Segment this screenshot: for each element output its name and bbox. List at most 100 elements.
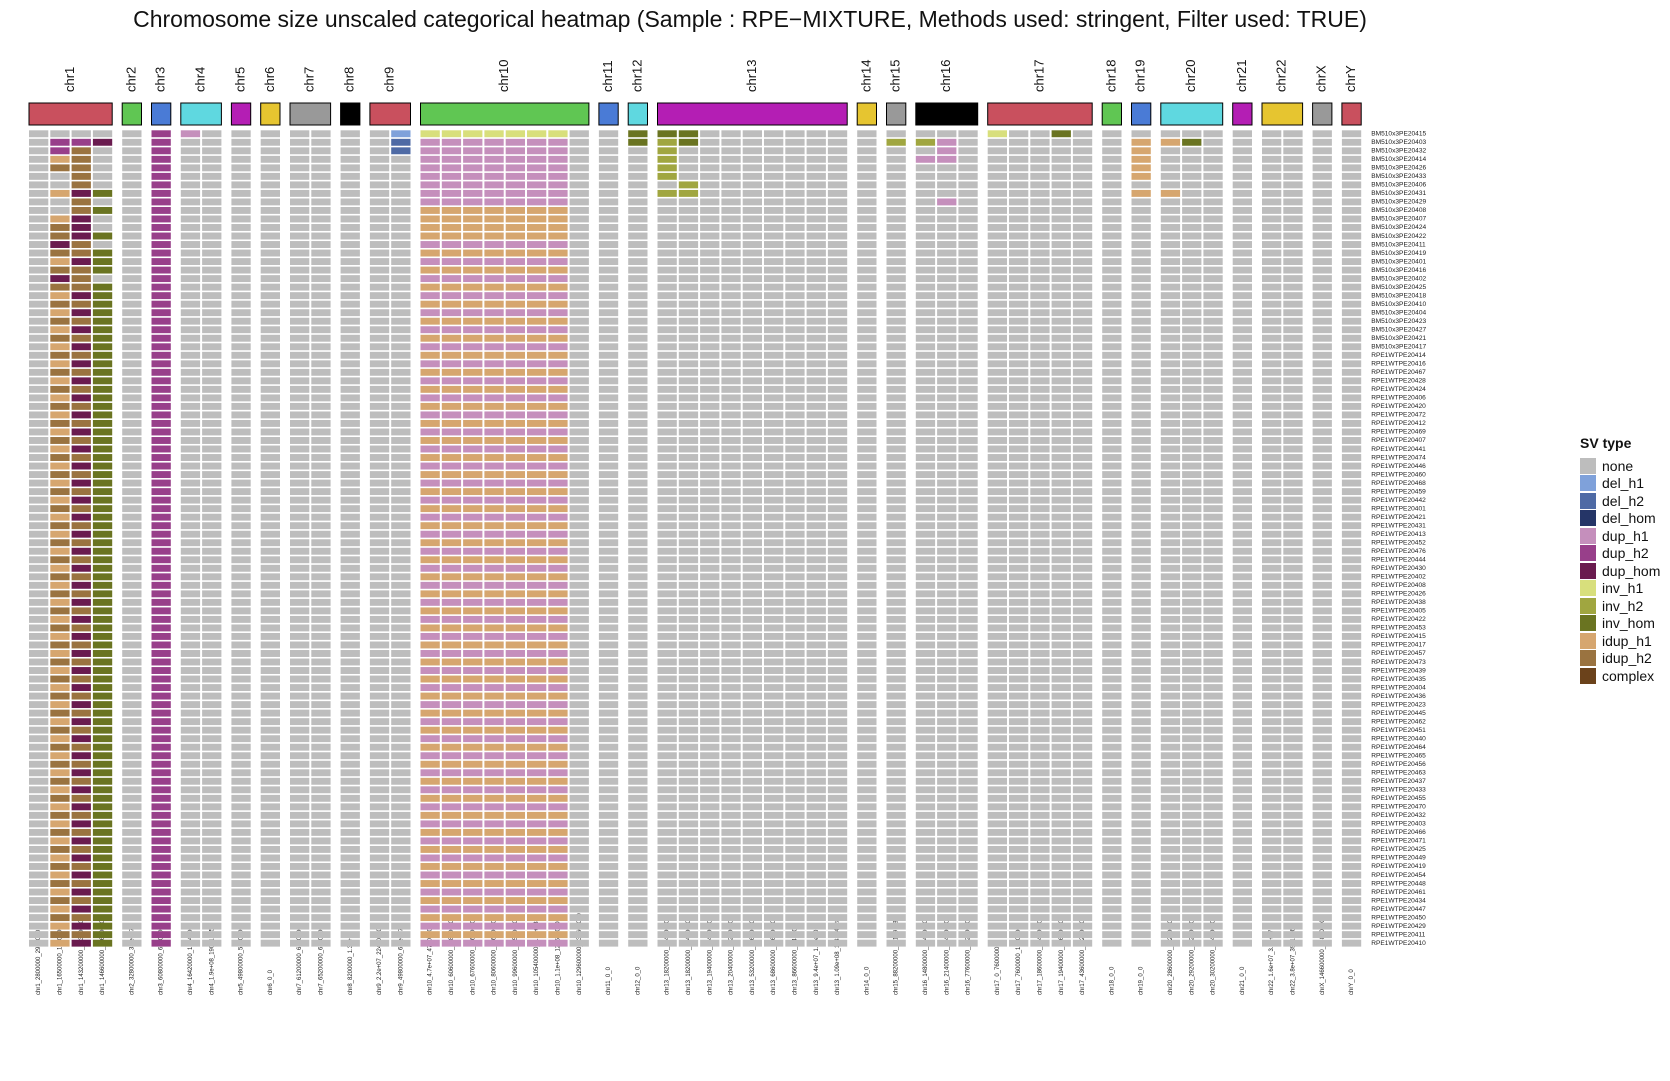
heatmap-cell xyxy=(1030,530,1050,538)
heatmap-cell xyxy=(628,513,648,521)
heatmap-cell xyxy=(420,556,440,564)
heatmap-cell xyxy=(484,598,504,606)
heatmap-cell xyxy=(29,241,49,248)
heatmap-cell xyxy=(527,130,547,138)
heatmap-cell xyxy=(122,743,142,751)
heatmap-cell xyxy=(937,539,957,547)
heatmap-cell xyxy=(700,667,720,674)
heatmap-cell xyxy=(1262,300,1282,308)
heatmap-cell xyxy=(441,402,462,410)
heatmap-cell xyxy=(958,437,978,444)
heatmap-cell xyxy=(1262,402,1282,410)
heatmap-cell xyxy=(260,658,280,666)
heatmap-cell xyxy=(1030,675,1050,683)
heatmap-cell xyxy=(598,258,619,266)
heatmap-cell xyxy=(1009,837,1029,845)
heatmap-cell xyxy=(857,803,877,811)
sample-label: BM510x3PE20410 xyxy=(1371,301,1426,308)
heatmap-cell xyxy=(231,343,251,351)
heatmap-cell xyxy=(1312,743,1332,751)
heatmap-cell xyxy=(151,752,171,760)
heatmap-cell xyxy=(1102,317,1122,325)
heatmap-cell xyxy=(71,811,91,819)
heatmap-cell xyxy=(527,326,547,334)
heatmap-cell xyxy=(290,437,310,444)
heatmap-cell xyxy=(987,811,1007,819)
heatmap-cell xyxy=(1072,786,1093,794)
heatmap-cell xyxy=(764,590,784,598)
heatmap-cell xyxy=(1051,411,1071,419)
heatmap-cell xyxy=(678,539,699,547)
heatmap-cell xyxy=(391,837,411,845)
heatmap-cell xyxy=(1182,743,1202,751)
heatmap-cell xyxy=(505,462,525,470)
heatmap-cell xyxy=(441,624,462,632)
heatmap-cell xyxy=(290,675,310,683)
heatmap-cell xyxy=(340,803,360,811)
heatmap-cell xyxy=(151,522,171,530)
heatmap-cell xyxy=(1009,317,1029,325)
heatmap-cell xyxy=(886,411,906,419)
heatmap-cell xyxy=(657,258,677,266)
heatmap-cell xyxy=(1160,692,1181,700)
heatmap-cell xyxy=(260,760,280,768)
heatmap-cell xyxy=(598,419,619,427)
heatmap-cell xyxy=(1051,624,1071,632)
heatmap-cell xyxy=(441,735,462,743)
heatmap-cell xyxy=(764,164,784,172)
heatmap-cell xyxy=(441,820,462,828)
heatmap-cell xyxy=(505,155,525,163)
heatmap-cell xyxy=(50,786,70,794)
heatmap-cell xyxy=(231,539,251,547)
heatmap-cell xyxy=(122,241,142,248)
heatmap-cell xyxy=(958,343,978,351)
heatmap-cell xyxy=(1102,275,1122,283)
heatmap-cell xyxy=(937,598,957,606)
heatmap-cell xyxy=(806,385,826,393)
heatmap-cell xyxy=(311,667,331,674)
heatmap-cell xyxy=(569,198,589,206)
heatmap-cell xyxy=(311,419,331,427)
heatmap-cell xyxy=(1102,684,1122,692)
heatmap-cell xyxy=(1009,445,1029,453)
heatmap-cell xyxy=(50,641,70,649)
heatmap-cell xyxy=(764,632,784,640)
heatmap-cell xyxy=(987,573,1007,581)
heatmap-cell xyxy=(569,709,589,717)
heatmap-cell xyxy=(1030,241,1050,248)
heatmap-cell xyxy=(505,164,525,172)
heatmap-cell xyxy=(1312,437,1332,444)
heatmap-cell xyxy=(29,360,49,368)
heatmap-cell xyxy=(657,837,677,845)
heatmap-cell xyxy=(231,871,251,879)
heatmap-cell xyxy=(260,632,280,640)
heatmap-cell xyxy=(764,402,784,410)
heatmap-cell xyxy=(71,360,91,368)
heatmap-cell xyxy=(721,854,741,862)
heatmap-cell xyxy=(1182,155,1202,163)
heatmap-cell xyxy=(1030,837,1050,845)
heatmap-cell xyxy=(311,215,331,223)
heatmap-cell xyxy=(628,419,648,427)
heatmap-cell xyxy=(71,641,91,649)
heatmap-cell xyxy=(1160,530,1181,538)
heatmap-cell xyxy=(260,368,280,376)
heatmap-cell xyxy=(806,880,826,887)
heatmap-cell xyxy=(1283,641,1303,649)
heatmap-cell xyxy=(764,539,784,547)
heatmap-cell xyxy=(827,556,848,564)
heatmap-cell xyxy=(180,189,201,197)
heatmap-cell xyxy=(1030,624,1050,632)
heatmap-cell xyxy=(231,615,251,623)
heatmap-cell xyxy=(180,445,201,453)
heatmap-cell xyxy=(1203,351,1223,359)
heatmap-cell xyxy=(785,130,805,138)
heatmap-cell xyxy=(958,334,978,342)
heatmap-cell xyxy=(29,845,49,853)
heatmap-cell xyxy=(806,769,826,777)
heatmap-cell xyxy=(915,147,936,155)
bin-label: chr3_60800000_62400000 xyxy=(159,923,165,995)
heatmap-cell xyxy=(987,863,1007,870)
heatmap-cell xyxy=(785,198,805,206)
heatmap-cell xyxy=(340,224,360,231)
